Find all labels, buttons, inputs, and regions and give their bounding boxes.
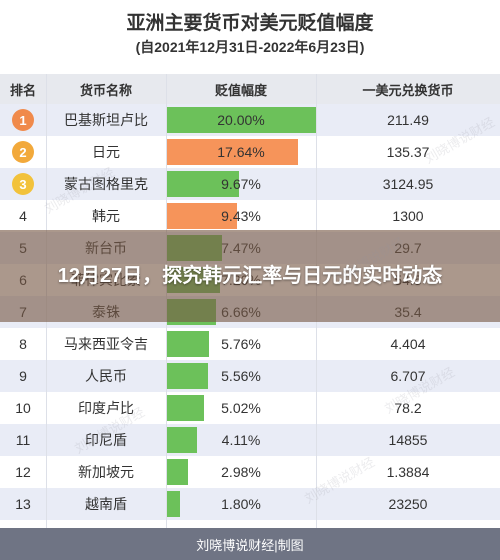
currency-name: 马来西亚令吉 bbox=[64, 336, 148, 352]
table-row: 4 韩元 9.43% 1300 bbox=[0, 200, 500, 232]
rank-cell: 12 bbox=[15, 464, 31, 480]
depreciation-bar bbox=[166, 395, 204, 421]
depreciation-label: 5.76% bbox=[221, 336, 261, 352]
header-rank: 排名 bbox=[0, 74, 46, 104]
currency-name: 人民币 bbox=[85, 368, 127, 384]
header-pct: 贬值幅度 bbox=[166, 74, 316, 104]
depreciation-bar bbox=[166, 203, 237, 229]
depreciation-label: 1.80% bbox=[221, 496, 261, 512]
table-row: 9 人民币 5.56% 6.707 bbox=[0, 360, 500, 392]
depreciation-label: 9.43% bbox=[221, 208, 261, 224]
exchange-rate: 6.707 bbox=[390, 368, 426, 384]
exchange-rate: 1300 bbox=[392, 208, 424, 224]
currency-name: 新加坡元 bbox=[78, 464, 134, 480]
depreciation-bar bbox=[166, 491, 180, 517]
exchange-rate: 211.49 bbox=[387, 112, 429, 128]
depreciation-label: 2.98% bbox=[221, 464, 261, 480]
exchange-rate: 3124.95 bbox=[382, 176, 434, 192]
rank-cell: 4 bbox=[19, 208, 27, 224]
table-row: 3 蒙古图格里克 9.67% 3124.95 bbox=[0, 168, 500, 200]
table-row: 13 越南盾 1.80% 23250 bbox=[0, 488, 500, 520]
rank-cell: 1 bbox=[0, 104, 46, 136]
table-row: 2 日元 17.64% 135.37 bbox=[0, 136, 500, 168]
currency-name: 巴基斯坦卢比 bbox=[64, 112, 148, 128]
depreciation-label: 20.00% bbox=[217, 112, 265, 128]
rank-cell: 13 bbox=[15, 496, 31, 512]
headline-text: 12月27日，探究韩元汇率与日元的实时动态 bbox=[57, 265, 443, 287]
rank-badge: 3 bbox=[12, 173, 34, 195]
table-row: 1 巴基斯坦卢比 20.00% 211.49 bbox=[0, 104, 500, 136]
footer-credit: 刘晓博说财经|制图 bbox=[196, 537, 304, 553]
depreciation-bar bbox=[166, 427, 197, 453]
table-row: 12 新加坡元 2.98% 1.3884 bbox=[0, 456, 500, 488]
rank-cell: 2 bbox=[0, 136, 46, 168]
table-row: 11 印尼盾 4.11% 14855 bbox=[0, 424, 500, 456]
depreciation-label: 9.67% bbox=[221, 176, 261, 192]
depreciation-label: 17.64% bbox=[217, 144, 265, 160]
chart-subtitle: (自2021年12月31日-2022年6月23日) bbox=[135, 39, 365, 55]
header-name: 货币名称 bbox=[46, 74, 166, 104]
currency-table: 排名 货币名称 贬值幅度 一美元兑换货币 1 巴基斯坦卢比 20.00% 211.49… bbox=[0, 74, 500, 528]
depreciation-bar bbox=[166, 459, 188, 485]
rank-cell: 9 bbox=[19, 368, 27, 384]
exchange-rate: 78.2 bbox=[394, 400, 422, 416]
currency-name: 韩元 bbox=[92, 208, 120, 224]
currency-name: 印度卢比 bbox=[78, 400, 134, 416]
depreciation-label: 5.02% bbox=[221, 400, 261, 416]
chart-title: 亚洲主要货币对美元贬值幅度 bbox=[126, 13, 374, 34]
rank-badge: 1 bbox=[12, 109, 34, 131]
rank-cell: 10 bbox=[15, 400, 31, 416]
exchange-rate: 1.3884 bbox=[386, 464, 430, 480]
table-row: 8 马来西亚令吉 5.76% 4.404 bbox=[0, 328, 500, 360]
depreciation-label: 5.56% bbox=[221, 368, 261, 384]
headline-banner: 12月27日，探究韩元汇率与日元的实时动态 bbox=[0, 230, 500, 322]
rank-badge: 2 bbox=[12, 141, 34, 163]
footer-bar: 刘晓博说财经|制图 bbox=[0, 528, 500, 560]
exchange-rate: 23250 bbox=[388, 496, 428, 512]
header-rate: 一美元兑换货币 bbox=[316, 74, 500, 104]
table-row: 10 印度卢比 5.02% 78.2 bbox=[0, 392, 500, 424]
currency-name: 印尼盾 bbox=[85, 432, 127, 448]
rank-cell: 11 bbox=[15, 432, 31, 448]
depreciation-bar bbox=[166, 363, 208, 389]
depreciation-bar bbox=[166, 331, 209, 357]
currency-name: 越南盾 bbox=[85, 496, 127, 512]
exchange-rate: 14855 bbox=[388, 432, 428, 448]
currency-name: 蒙古图格里克 bbox=[64, 176, 148, 192]
depreciation-bar bbox=[166, 107, 316, 133]
depreciation-bar bbox=[166, 139, 298, 165]
exchange-rate: 135.37 bbox=[386, 144, 430, 160]
exchange-rate: 4.404 bbox=[390, 336, 426, 352]
rank-cell: 8 bbox=[19, 336, 27, 352]
depreciation-label: 4.11% bbox=[221, 432, 261, 448]
rank-cell: 3 bbox=[0, 168, 46, 200]
currency-name: 日元 bbox=[92, 144, 120, 160]
depreciation-bar bbox=[166, 171, 239, 197]
